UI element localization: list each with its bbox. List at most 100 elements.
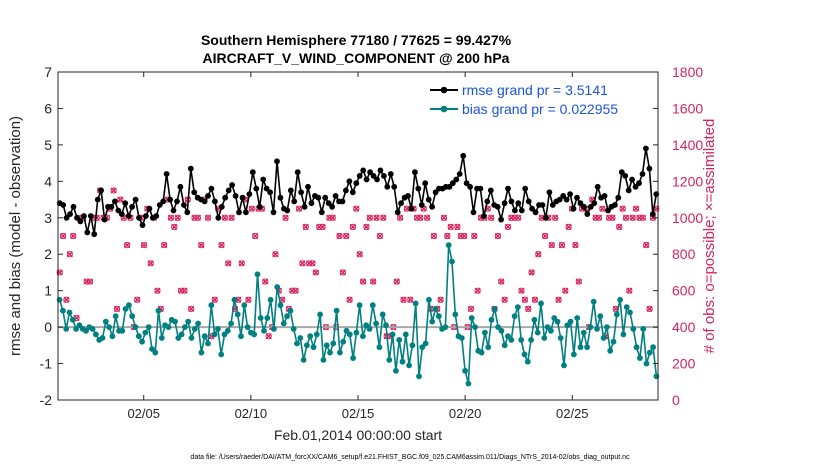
obs-possible-marker [575, 278, 582, 285]
rmse-point [184, 209, 191, 216]
rmse-point [539, 202, 546, 208]
obs-assimilated-marker [353, 205, 360, 212]
rmse-point [74, 214, 80, 221]
obs-assimilated-marker [218, 242, 225, 249]
bias-point [419, 344, 426, 351]
obs-assimilated-marker [538, 214, 545, 221]
obs-assimilated-marker [646, 305, 653, 312]
obs-assimilated-marker [535, 251, 542, 258]
obs-assimilated-marker [521, 296, 528, 303]
obs-assimilated-marker [59, 232, 67, 240]
rmse-point [387, 171, 394, 177]
rmse-point [153, 213, 160, 219]
rmse-point [584, 211, 591, 218]
obs-assimilated-marker [541, 232, 549, 240]
obs-possible-marker [548, 242, 555, 249]
obs-assimilated-marker [595, 214, 603, 221]
obs-possible-marker [531, 296, 539, 303]
obs-possible-marker [262, 278, 269, 285]
obs-possible-marker [181, 287, 188, 294]
rmse-point [146, 205, 153, 212]
rmse-point [308, 200, 315, 207]
bias-point [274, 284, 281, 290]
rmse-point [463, 180, 470, 187]
obs-possible-marker [198, 242, 205, 249]
obs-assimilated-marker [295, 205, 303, 212]
rmse-point [98, 187, 104, 194]
rmse-point [560, 193, 567, 199]
bias-point [617, 296, 623, 303]
obs-assimilated-marker [113, 305, 121, 312]
obs-possible-marker [521, 296, 528, 303]
bias-point [580, 329, 587, 336]
bias-point [567, 318, 574, 325]
bias-point [267, 296, 274, 303]
rmse-point [581, 203, 587, 210]
bias-point [261, 327, 267, 334]
right-tick-label: 1000 [672, 210, 703, 226]
obs-possible-marker [336, 232, 343, 240]
obs-possible-marker [501, 296, 508, 303]
obs-possible-marker [525, 305, 532, 312]
x-axis-label: Feb.01,2014 00:00:00 start [274, 427, 442, 443]
obs-possible-marker [265, 333, 272, 340]
rmse-point [101, 216, 108, 223]
rmse-point [377, 167, 384, 174]
bias-point [607, 347, 614, 354]
rmse-point [63, 214, 70, 221]
rmse-point [67, 211, 73, 218]
bias-point [426, 296, 432, 303]
bias-point [396, 337, 403, 343]
legend-rmse-label: rmse grand pr = 3.5141 [462, 82, 608, 98]
rmse-point [298, 189, 304, 196]
obs-assimilated-marker [225, 260, 232, 267]
obs-assimilated-marker [221, 214, 228, 221]
bias-point [442, 324, 449, 330]
x-tick-label: 02/20 [449, 406, 482, 421]
obs-possible-marker [282, 214, 289, 221]
obs-possible-marker [66, 251, 73, 258]
obs-possible-marker [518, 287, 525, 294]
rmse-point [449, 180, 456, 187]
bias-point [340, 338, 347, 345]
bias-point [310, 344, 317, 351]
bias-point [158, 335, 165, 341]
rmse-point [636, 180, 642, 187]
rmse-point [208, 185, 215, 192]
legend-rmse-marker [440, 86, 448, 94]
obs-possible-marker [498, 278, 505, 285]
obs-possible-marker [467, 305, 475, 312]
obs-assimilated-marker [198, 242, 205, 249]
obs-possible-marker [312, 269, 319, 276]
bias-point [356, 302, 363, 309]
obs-assimilated-marker [548, 242, 555, 249]
rmse-point [477, 185, 484, 192]
obs-assimilated-marker [299, 260, 306, 267]
bias-point [145, 324, 152, 330]
rmse-point [253, 185, 260, 192]
bias-point [165, 324, 172, 330]
bias-point [429, 318, 436, 325]
chart-title-line1: Southern Hemisphere 77180 / 77625 = 99.4… [201, 32, 512, 48]
obs-possible-marker [113, 305, 121, 312]
bias-point [280, 320, 287, 327]
rmse-point [384, 183, 391, 190]
bias-point [294, 340, 300, 347]
rmse-point [498, 216, 504, 223]
obs-possible-marker [343, 232, 350, 240]
bias-point [172, 318, 178, 325]
obs-assimilated-marker [154, 287, 161, 294]
rmse-point [239, 194, 246, 201]
bias-point [224, 327, 231, 334]
obs-possible-marker [643, 242, 650, 249]
rmse-point [267, 189, 273, 196]
rmse-point [205, 193, 211, 199]
bias-point [102, 318, 109, 325]
rmse-point [367, 169, 373, 176]
rmse-point [591, 200, 598, 207]
rmse-point [370, 173, 377, 179]
bias-point [320, 357, 327, 363]
obs-possible-marker [225, 260, 232, 267]
bias-point [383, 322, 389, 329]
